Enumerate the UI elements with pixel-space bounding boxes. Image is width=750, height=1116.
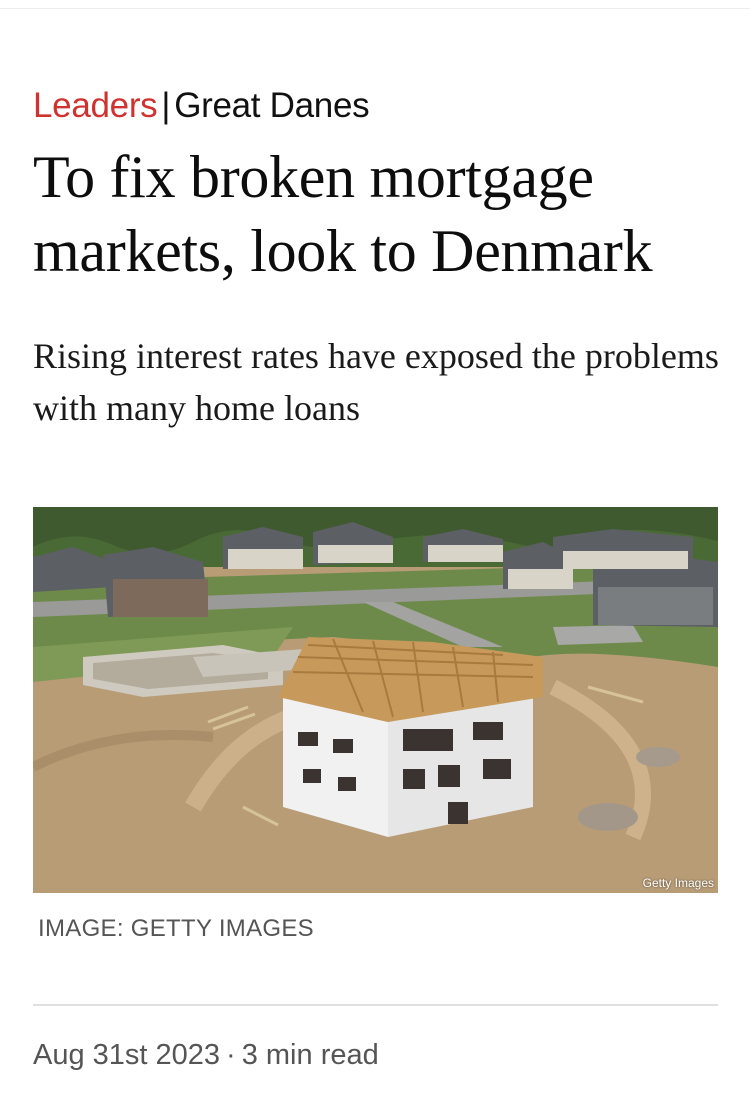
kicker: Leaders | Great Danes [33,84,370,128]
kicker-separator: | [161,86,171,125]
article-meta: Aug 31st 2023 · 3 min read [33,1036,379,1074]
divider [33,1004,718,1006]
image-caption: IMAGE: GETTY IMAGES [38,915,314,942]
article-image[interactable]: Getty Images [33,507,718,893]
image-credit-overlay: Getty Images [642,876,714,890]
section-link[interactable]: Leaders [33,86,158,125]
fly-title: Great Danes [174,86,370,125]
headline: To fix broken mortgage markets, look to … [33,144,653,284]
publish-date: Aug 31st 2023 [33,1039,221,1071]
meta-separator: · [226,1039,236,1071]
construction-photo-illustration [33,507,718,893]
top-rule [0,8,750,9]
read-time: 3 min read [241,1039,379,1071]
rubric: Rising interest rates have exposed the p… [33,336,719,428]
